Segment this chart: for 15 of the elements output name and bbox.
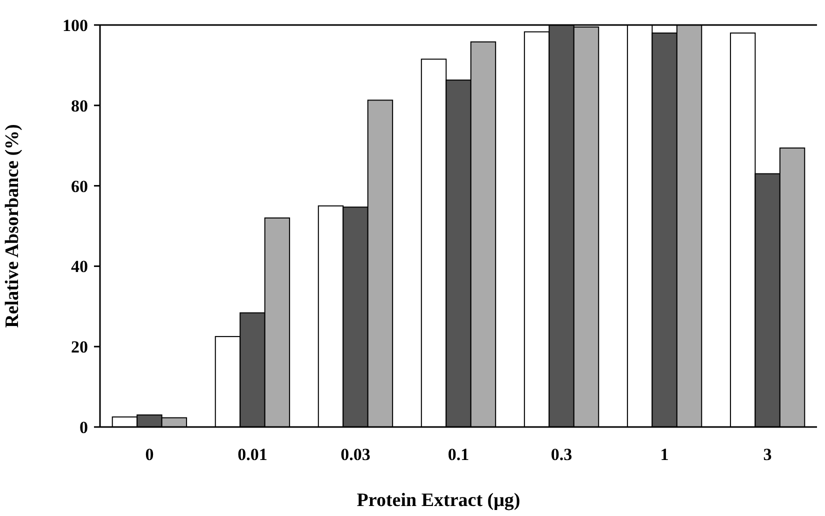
y-tick-label: 0 [80, 418, 88, 437]
x-tick-label: 0.1 [448, 445, 470, 464]
x-tick-label: 1 [660, 445, 669, 464]
y-tick-label: 20 [71, 338, 88, 357]
y-tick-label: 80 [71, 96, 88, 116]
y-tick-label: 100 [62, 16, 88, 35]
y-tick-label: 40 [71, 257, 88, 276]
y-axis-title: Relative Absorbance (%) [2, 124, 23, 328]
y-tick-label: 60 [71, 176, 88, 196]
x-tick-label: 0.01 [238, 445, 268, 464]
x-tick-label: 3 [763, 445, 772, 464]
x-tick-label: 0 [145, 445, 154, 464]
x-axis-title: Protein Extract (μg) [356, 490, 520, 511]
x-tick-label: 0.3 [550, 445, 572, 464]
x-tick-label: 0.03 [340, 445, 370, 464]
